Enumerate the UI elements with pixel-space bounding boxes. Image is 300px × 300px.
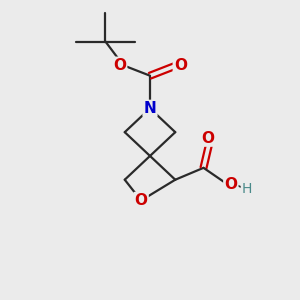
Text: O: O [135,193,148,208]
Text: H: H [242,182,252,196]
Text: N: N [144,101,156,116]
Text: O: O [174,58,187,73]
Text: O: O [224,177,237,192]
Text: O: O [113,58,126,73]
Text: O: O [202,130,214,146]
